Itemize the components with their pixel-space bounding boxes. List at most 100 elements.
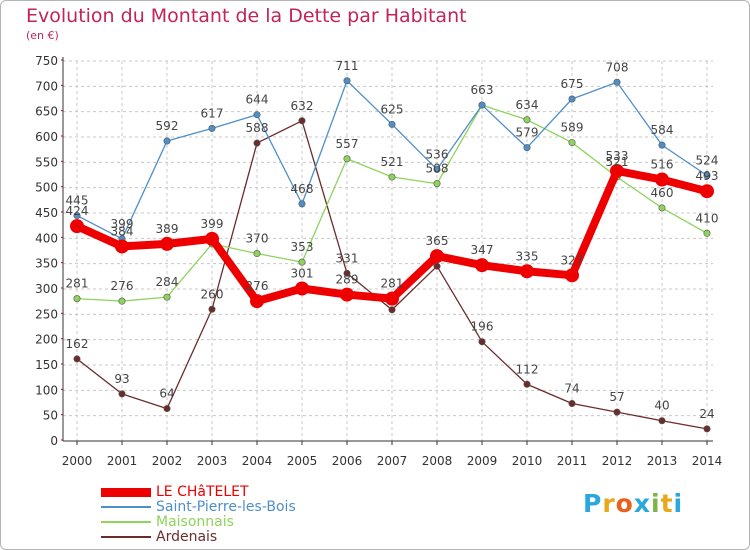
data-point — [118, 390, 126, 398]
data-point — [433, 262, 441, 270]
x-tick-label: 2007 — [377, 454, 408, 468]
y-tick-label: 350 — [35, 257, 58, 271]
y-tick-label: 100 — [35, 383, 58, 397]
x-tick-label: 2011 — [557, 454, 588, 468]
data-label: 524 — [696, 154, 719, 168]
logo-letter: i — [651, 489, 661, 518]
x-tick-label: 2012 — [602, 454, 633, 468]
y-tick-label: 700 — [35, 79, 58, 93]
x-tick-label: 2009 — [467, 454, 498, 468]
data-label: 589 — [561, 121, 584, 135]
data-point — [658, 417, 666, 425]
logo-letter: r — [602, 489, 616, 518]
data-point — [475, 258, 489, 273]
data-point — [163, 293, 171, 301]
data-label: 384 — [111, 224, 134, 238]
y-tick-label: 0 — [50, 434, 58, 448]
legend-swatch — [101, 521, 151, 523]
data-label: 468 — [291, 182, 314, 196]
data-label: 399 — [201, 217, 224, 231]
data-label: 289 — [336, 273, 359, 287]
x-tick-label: 2008 — [422, 454, 453, 468]
data-point — [343, 269, 351, 277]
data-label: 24 — [699, 407, 714, 421]
x-tick-label: 2005 — [287, 454, 318, 468]
logo-letter: t — [660, 489, 674, 518]
y-tick-label: 250 — [35, 307, 58, 321]
data-label: 533 — [606, 149, 629, 163]
data-label: 493 — [696, 169, 719, 183]
data-label: 276 — [111, 279, 134, 293]
logo-letter: x — [633, 489, 651, 518]
y-tick-label: 400 — [35, 231, 58, 245]
data-label: 521 — [606, 155, 629, 169]
data-point — [343, 155, 351, 163]
data-point — [253, 139, 261, 147]
data-label: 632 — [291, 99, 314, 113]
data-point — [343, 77, 351, 85]
data-point — [298, 117, 306, 125]
data-point — [658, 204, 666, 212]
x-tick-label: 2003 — [197, 454, 228, 468]
data-label: 579 — [516, 126, 539, 140]
data-point — [568, 400, 576, 408]
data-label: 617 — [201, 106, 224, 120]
data-label: 276 — [246, 279, 269, 293]
data-label: 634 — [516, 98, 539, 112]
legend-swatch — [101, 487, 151, 497]
data-point — [568, 139, 576, 147]
data-label: 410 — [696, 211, 719, 225]
data-point — [388, 120, 396, 128]
data-label: 521 — [381, 155, 404, 169]
data-point — [208, 124, 216, 132]
y-tick-label: 50 — [43, 409, 58, 423]
y-tick-label: 450 — [35, 206, 58, 220]
data-label: 335 — [516, 249, 539, 263]
data-point — [205, 231, 219, 246]
data-label: 112 — [516, 362, 539, 376]
y-tick-label: 200 — [35, 333, 58, 347]
data-point — [388, 173, 396, 181]
data-point — [478, 338, 486, 346]
data-label: 399 — [111, 217, 134, 231]
data-label: 74 — [564, 382, 579, 396]
data-label: 557 — [336, 137, 359, 151]
x-tick-label: 2014 — [692, 454, 723, 468]
legend-label: Saint-Pierre-les-Bois — [156, 499, 296, 515]
legend-label: Ardenais — [156, 529, 218, 545]
data-point — [700, 184, 714, 199]
data-label: 644 — [246, 93, 269, 107]
data-label: 508 — [426, 162, 449, 176]
data-label: 57 — [609, 390, 624, 404]
chart-title: Evolution du Montant de la Dette par Hab… — [26, 5, 467, 27]
data-point — [298, 200, 306, 208]
data-point — [298, 258, 306, 266]
x-tick-label: 2010 — [512, 454, 543, 468]
data-label: 196 — [471, 320, 494, 334]
data-point — [523, 144, 531, 152]
data-point — [610, 163, 624, 178]
x-tick-label: 2004 — [242, 454, 273, 468]
x-tick-label: 2001 — [107, 454, 138, 468]
data-label: 365 — [426, 234, 449, 248]
data-point — [163, 137, 171, 145]
data-label: 536 — [426, 147, 449, 161]
data-label: 588 — [246, 121, 269, 135]
data-point — [703, 425, 711, 433]
data-point — [613, 78, 621, 86]
data-label: 40 — [654, 399, 669, 413]
data-point — [478, 101, 486, 109]
data-point — [160, 236, 174, 251]
data-label: 353 — [291, 240, 314, 254]
data-label: 281 — [66, 277, 89, 291]
legend-label: Maisonnais — [156, 514, 234, 530]
data-label: 284 — [156, 275, 179, 289]
data-point — [520, 264, 534, 279]
chart-subtitle: (en €) — [26, 29, 59, 42]
data-point — [565, 268, 579, 283]
data-label: 281 — [381, 277, 404, 291]
data-label: 162 — [66, 337, 89, 351]
data-point — [658, 141, 666, 149]
legend-label: LE CHâTELET — [156, 484, 249, 500]
